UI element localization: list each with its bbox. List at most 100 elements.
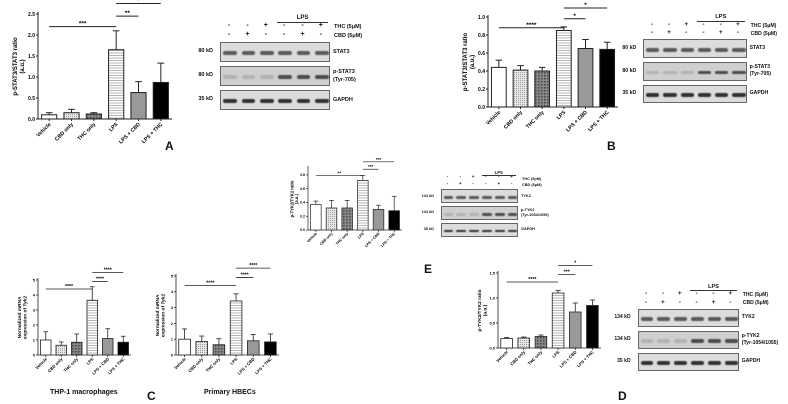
band (482, 195, 492, 199)
band (443, 212, 454, 216)
svg-text:CBD only: CBD only (187, 356, 204, 373)
band (708, 361, 721, 365)
svg-text:CBD only: CBD only (503, 110, 524, 131)
svg-text:0.0: 0.0 (300, 228, 305, 232)
svg-text:****: **** (104, 268, 113, 274)
svg-text:*: * (573, 13, 576, 20)
cbd-sign: - (485, 181, 487, 187)
cbd-sign: + (661, 298, 665, 306)
svg-text:LPS: LPS (85, 356, 94, 365)
band (507, 229, 518, 233)
band (715, 70, 729, 75)
lps-label: LPS (690, 284, 737, 292)
svg-text:0.4: 0.4 (478, 69, 485, 75)
svg-text:THC only: THC only (63, 356, 80, 373)
svg-text:p-STAT3/STAT3 ratio: p-STAT3/STAT3 ratio (13, 37, 19, 96)
svg-text:****: **** (96, 277, 105, 283)
cbd-sign: - (282, 31, 286, 38)
thc-sign: - (485, 175, 487, 181)
thc-label: THC (5μM) (742, 292, 769, 299)
band (296, 51, 311, 55)
svg-text:0: 0 (171, 352, 174, 357)
svg-text:(a.u.): (a.u.) (470, 55, 476, 69)
band (646, 70, 660, 75)
protein-label: TYK2 (521, 193, 531, 198)
cbd-sign: - (736, 29, 740, 37)
svg-text:Vehicle: Vehicle (495, 349, 509, 363)
molecular-weight: 35 kD (198, 96, 213, 102)
svg-text:LPS: LPS (108, 121, 120, 133)
molecular-weight: 80 kD (198, 48, 213, 54)
thc-sign: + (684, 20, 689, 28)
cbd-label: CBD (5μM) (750, 31, 777, 38)
cbd-sign: - (650, 29, 653, 37)
svg-text:4: 4 (171, 289, 174, 294)
svg-text:LPS + THC: LPS + THC (107, 357, 126, 376)
band (646, 47, 660, 52)
cbd-sign: - (472, 181, 474, 187)
cbd-sign: - (678, 298, 681, 306)
caption-hbecs: Primary HBECs (204, 389, 256, 396)
thc-sign: + (471, 175, 475, 181)
band (469, 212, 479, 216)
svg-text:0.5: 0.5 (489, 320, 495, 325)
svg-text:THC only: THC only (205, 356, 222, 373)
band (223, 51, 238, 55)
thc-label: THC (5μM) (522, 176, 542, 181)
thc-sign: + (728, 290, 733, 298)
band (314, 99, 329, 103)
protein-label: p-TYK2 (Tyr-1054/1055) (741, 332, 779, 346)
svg-text:*: * (574, 261, 577, 267)
svg-text:***: *** (79, 21, 87, 28)
svg-text:****: **** (249, 263, 258, 269)
svg-text:LPS: LPS (229, 356, 238, 365)
svg-text:expression of Tyk2: expression of Tyk2 (23, 296, 29, 340)
panel-letter-E: E (424, 262, 433, 276)
svg-text:(a.u.): (a.u.) (20, 59, 26, 73)
protein-label: STAT3 (749, 45, 766, 52)
cbd-sign: + (711, 298, 716, 306)
svg-text:THC only: THC only (335, 231, 350, 246)
band (443, 229, 454, 233)
svg-text:LPS + THC: LPS + THC (254, 357, 273, 376)
cbd-sign: - (510, 181, 513, 187)
cbd-label: CBD (5μM) (522, 183, 542, 188)
svg-text:***: *** (368, 164, 374, 169)
svg-text:expression of Tyk2: expression of Tyk2 (161, 294, 167, 338)
svg-text:3: 3 (33, 307, 36, 312)
svg-text:2.0: 2.0 (28, 33, 35, 39)
western-blot-E: LPS - - + - - + - + - - + - THC (5μM) CBD (5μM) 134 kD T… (420, 160, 560, 240)
chart-A: 0.0 0.5 1.0 1.5 2.0 2.5 p-STAT3/STAT3 ratio (a.… (13, 0, 172, 145)
svg-text:Vehicle: Vehicle (485, 110, 502, 127)
protein-label: p-STAT3 (Tyr-705) (749, 63, 771, 78)
band (278, 51, 293, 55)
cbd-sign: - (644, 298, 648, 306)
svg-text:LPS + CBD: LPS + CBD (364, 231, 381, 248)
panel-letter-B: B (607, 139, 616, 153)
band (259, 51, 274, 55)
svg-text:*: * (584, 2, 587, 9)
band (640, 339, 654, 343)
blot-row (643, 84, 747, 104)
svg-text:LPS + CBD: LPS + CBD (236, 357, 255, 376)
svg-text:1.0: 1.0 (478, 15, 485, 21)
band (482, 212, 492, 216)
band (640, 316, 654, 321)
blot-row (220, 42, 330, 62)
band (697, 47, 712, 52)
cbd-sign: + (497, 181, 501, 187)
cbd-sign: - (319, 31, 322, 38)
band (241, 51, 256, 55)
thc-sign: - (644, 290, 648, 298)
svg-text:p-TYK2/TYK2 ratio: p-TYK2/TYK2 ratio (477, 289, 483, 331)
svg-text:5: 5 (171, 273, 174, 278)
blot-row (637, 352, 739, 372)
svg-text:1.5: 1.5 (28, 54, 35, 60)
svg-text:1.0: 1.0 (28, 75, 35, 81)
caption-thp1: THP-1 macrophages (50, 389, 118, 396)
thc-sign: - (719, 20, 722, 28)
molecular-weight: 35 kD (617, 358, 631, 365)
band (296, 75, 311, 79)
band (241, 75, 256, 79)
blot-row (441, 206, 518, 221)
